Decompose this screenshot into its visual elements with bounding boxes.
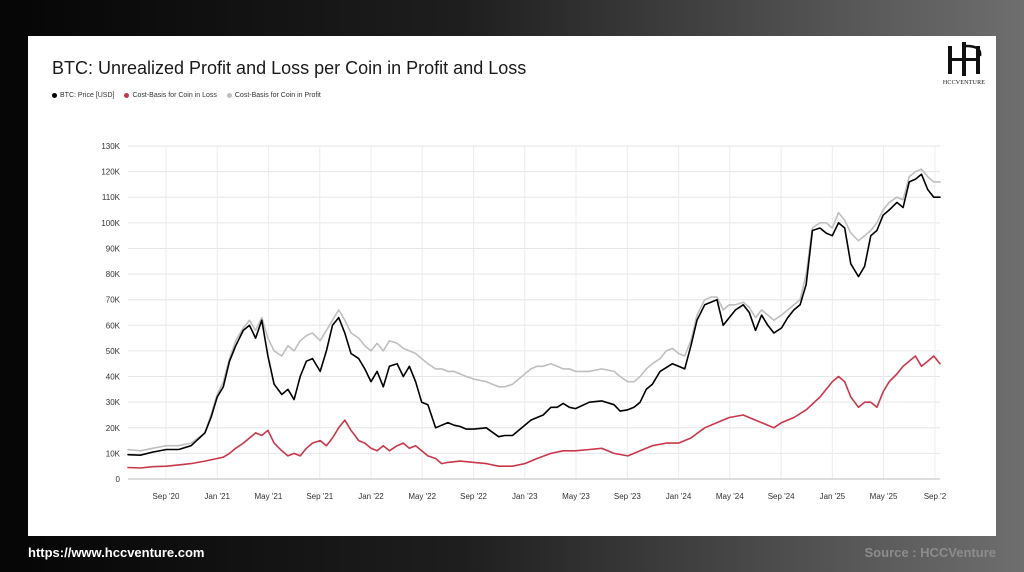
x-tick-label: May '22 <box>408 492 436 501</box>
footer-url-link[interactable]: https://www.hccventure.com <box>28 545 205 560</box>
x-tick-label: Jan '21 <box>204 492 230 501</box>
footer-source: Source : HCCVenture <box>864 545 996 560</box>
y-tick-label: 40K <box>106 373 121 382</box>
x-tick-label: May '24 <box>716 492 744 501</box>
legend-dot-profit <box>226 93 232 98</box>
brand-logo: HCCVENTURE <box>940 40 988 86</box>
x-tick-label: Sep '22 <box>460 492 487 501</box>
legend-dot-loss <box>124 93 130 98</box>
y-tick-label: 90K <box>106 244 121 253</box>
y-tick-label: 10K <box>106 449 121 458</box>
y-tick-label: 80K <box>106 270 121 279</box>
logo-text: HCCVENTURE <box>942 80 986 86</box>
y-tick-label: 110K <box>102 193 121 202</box>
series-line-price <box>127 173 941 456</box>
chart-svg: 0 10K 20K 30K 40K 50K 60K 70K 80K 90K 100K 110K 120K… <box>101 142 947 501</box>
x-tick-label: Sep '23 <box>614 492 641 501</box>
y-tick-label: 60K <box>106 321 121 330</box>
legend-label-price: BTC: Price [USD] <box>60 92 115 99</box>
x-tick-label: Jan '22 <box>358 492 384 501</box>
y-tick-label: 20K <box>106 424 121 433</box>
series-line-loss <box>127 355 941 469</box>
y-tick-label: 130K <box>101 142 120 151</box>
y-tick-label: 70K <box>106 296 121 305</box>
x-tick-label: May '25 <box>870 492 898 501</box>
x-tick-label: Sep '24 <box>768 492 795 501</box>
x-tick-label: Sep '2 <box>924 492 947 501</box>
y-tick-label: 0 <box>116 475 121 484</box>
legend-dot-price <box>52 93 57 98</box>
x-tick-label: Sep '21 <box>306 492 333 501</box>
x-tick-label: Jan '24 <box>666 492 692 501</box>
chart-card: BTC: Unrealized Profit and Loss per Coin… <box>28 36 996 536</box>
legend-item-profit[interactable]: Cost-Basis for Coin in Profit <box>226 92 321 99</box>
x-tick-label: Sep '20 <box>153 492 180 501</box>
y-tick-label: 100K <box>101 219 120 228</box>
page-title: BTC: Unrealized Profit and Loss per Coin… <box>52 58 527 78</box>
logo-mark-icon <box>948 42 982 76</box>
chart-legend: BTC: Price [USD] Cost-Basis for Coin in … <box>52 92 321 99</box>
x-tick-label: Jan '23 <box>512 492 538 501</box>
y-tick-label: 30K <box>106 398 121 407</box>
legend-label-profit: Cost-Basis for Coin in Profit <box>234 92 321 99</box>
y-tick-label: 120K <box>101 168 120 177</box>
x-tick-label: May '23 <box>562 492 590 501</box>
legend-item-price[interactable]: BTC: Price [USD] <box>52 92 114 99</box>
x-tick-label: Jan '25 <box>820 492 846 501</box>
x-tick-label: May '21 <box>255 492 283 501</box>
legend-label-loss: Cost-Basis for Coin in Loss <box>132 92 217 99</box>
legend-item-loss[interactable]: Cost-Basis for Coin in Loss <box>124 92 217 99</box>
y-tick-label: 50K <box>106 347 121 356</box>
series-line-profit <box>127 168 941 452</box>
